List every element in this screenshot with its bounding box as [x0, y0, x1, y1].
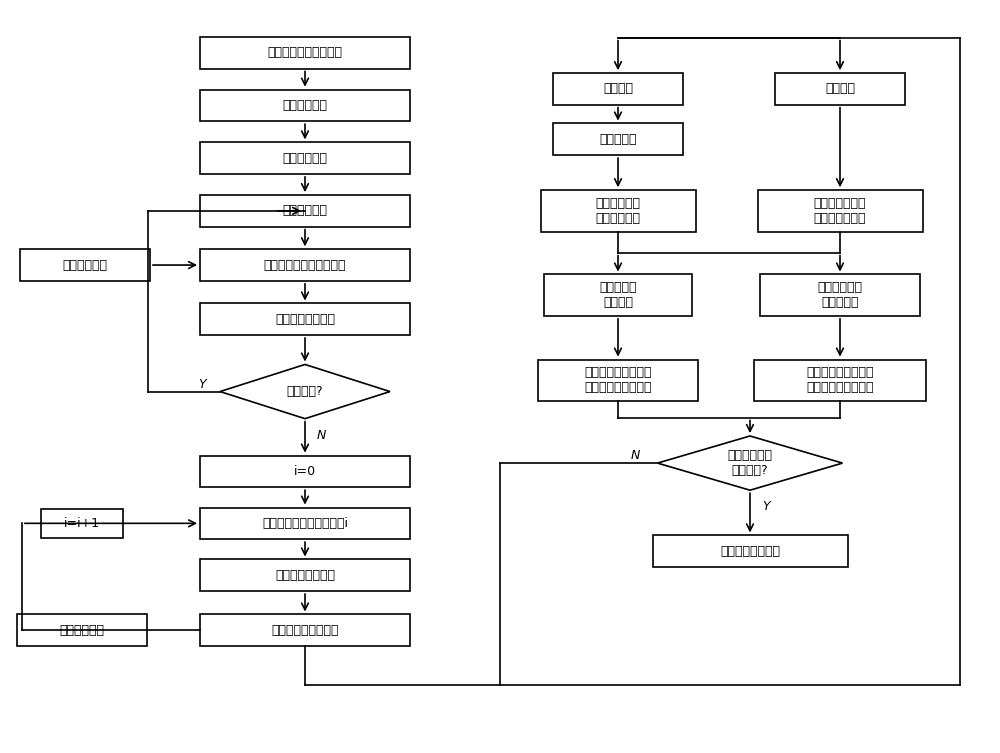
Bar [41, 509, 123, 538]
Text: 切削参数方案输入: 切削参数方案输入 [275, 569, 335, 582]
Bar [200, 37, 410, 69]
Bar [20, 249, 150, 281]
Text: 刀具振动: 刀具振动 [603, 82, 633, 96]
Bar [758, 190, 922, 232]
Text: 瞬态切削力: 瞬态切削力 [599, 133, 637, 146]
Text: 刀具切削刃性能测试: 刀具切削刃性能测试 [271, 623, 339, 637]
Bar [200, 559, 410, 591]
Text: 刀具左右切削刃
的使用寿命判断: 刀具左右切削刃 的使用寿命判断 [814, 197, 866, 225]
Text: 影响因素识别: 影响因素识别 [60, 623, 104, 637]
Bar [200, 614, 410, 646]
Bar [17, 614, 147, 646]
Bar [553, 123, 683, 155]
Bar [200, 456, 410, 487]
Bar [652, 535, 848, 567]
Text: N: N [631, 449, 640, 462]
Text: 是否满足预定
工艺要求?: 是否满足预定 工艺要求? [728, 449, 772, 477]
Text: Y: Y [198, 377, 206, 391]
Bar [775, 73, 905, 105]
Text: 左右螺纹面加工表面
及其一致性分布判别: 左右螺纹面加工表面 及其一致性分布判别 [806, 366, 874, 395]
Bar [553, 73, 683, 105]
Text: N: N [316, 428, 326, 442]
Text: 左右螺纹面加工误差
及其一致性分布判别: 左右螺纹面加工误差 及其一致性分布判别 [584, 366, 652, 395]
Text: 工件结构特征参数提取: 工件结构特征参数提取 [268, 46, 342, 59]
Text: 工序切削方式: 工序切削方式 [283, 151, 328, 165]
Text: i=i+1: i=i+1 [64, 517, 100, 530]
Bar [200, 508, 410, 539]
Text: 刀具切削干涉检查: 刀具切削干涉检查 [275, 312, 335, 326]
Bar [200, 249, 410, 281]
Text: 输出刀具设计方案: 输出刀具设计方案 [720, 544, 780, 558]
Bar [540, 190, 696, 232]
Bar [200, 142, 410, 174]
Text: 工艺方案输入: 工艺方案输入 [283, 99, 328, 112]
Text: 左右螺纹面
加工误差: 左右螺纹面 加工误差 [599, 281, 637, 309]
Text: 左右螺纹面加
工表面质量: 左右螺纹面加 工表面质量 [818, 281, 862, 309]
Bar [200, 195, 410, 227]
Text: 刀具基本结构: 刀具基本结构 [283, 204, 328, 218]
Text: Y: Y [762, 500, 770, 514]
Bar [544, 274, 692, 316]
Bar [538, 360, 698, 401]
Bar [760, 274, 920, 316]
Text: 动态切削载荷
及稳定性判别: 动态切削载荷 及稳定性判别 [596, 197, 640, 225]
Text: i=0: i=0 [294, 465, 316, 478]
Text: 刀具切削刃结构及其参数: 刀具切削刃结构及其参数 [264, 258, 346, 272]
Text: 刀具磨损: 刀具磨损 [825, 82, 855, 96]
Text: 干涉部位判别: 干涉部位判别 [62, 258, 108, 272]
Bar [200, 303, 410, 335]
Bar [200, 90, 410, 121]
Text: 是否干涉?: 是否干涉? [287, 385, 323, 398]
Bar [754, 360, 926, 401]
Text: 确定刀具设计与选择方案i: 确定刀具设计与选择方案i [262, 517, 348, 530]
